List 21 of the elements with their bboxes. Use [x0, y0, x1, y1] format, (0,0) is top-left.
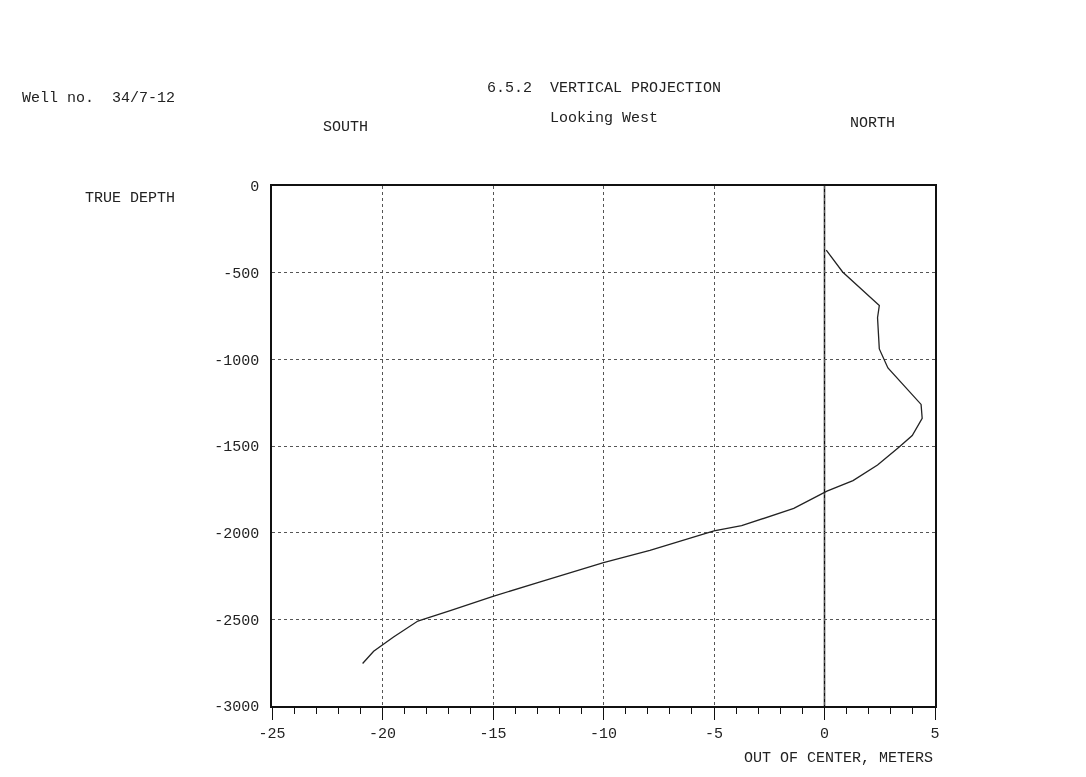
x-axis-title: OUT OF CENTER, METERS — [744, 750, 934, 767]
x-tick-label: 0 — [819, 725, 830, 743]
text: SOUTH — [323, 119, 369, 136]
y-tick-label: -1000 — [214, 352, 260, 370]
x-tick-label: -20 — [368, 725, 397, 743]
y-tick-label: -2500 — [214, 612, 260, 630]
x-tick-label: -5 — [704, 725, 724, 743]
x-tick-label: -10 — [589, 725, 618, 743]
x-tick-label: 5 — [930, 725, 940, 743]
y-tick-label: 0 — [250, 179, 260, 197]
text: Well no. 34/7-12 — [22, 90, 176, 107]
chart-subtitle: Looking West — [550, 110, 659, 127]
y-tick-label: -3000 — [214, 699, 260, 717]
x-tick-label: -25 — [258, 725, 286, 743]
x-tick-label: -15 — [479, 725, 507, 743]
y-tick-label: -500 — [223, 265, 260, 283]
y-tick-label: -2000 — [214, 525, 260, 543]
y-axis-title: TRUE DEPTH — [85, 190, 176, 207]
text: NORTH — [850, 115, 896, 132]
y-tick-label: -1500 — [214, 439, 260, 457]
chart-title: 6.5.2 VERTICAL PROJECTION — [487, 80, 722, 97]
